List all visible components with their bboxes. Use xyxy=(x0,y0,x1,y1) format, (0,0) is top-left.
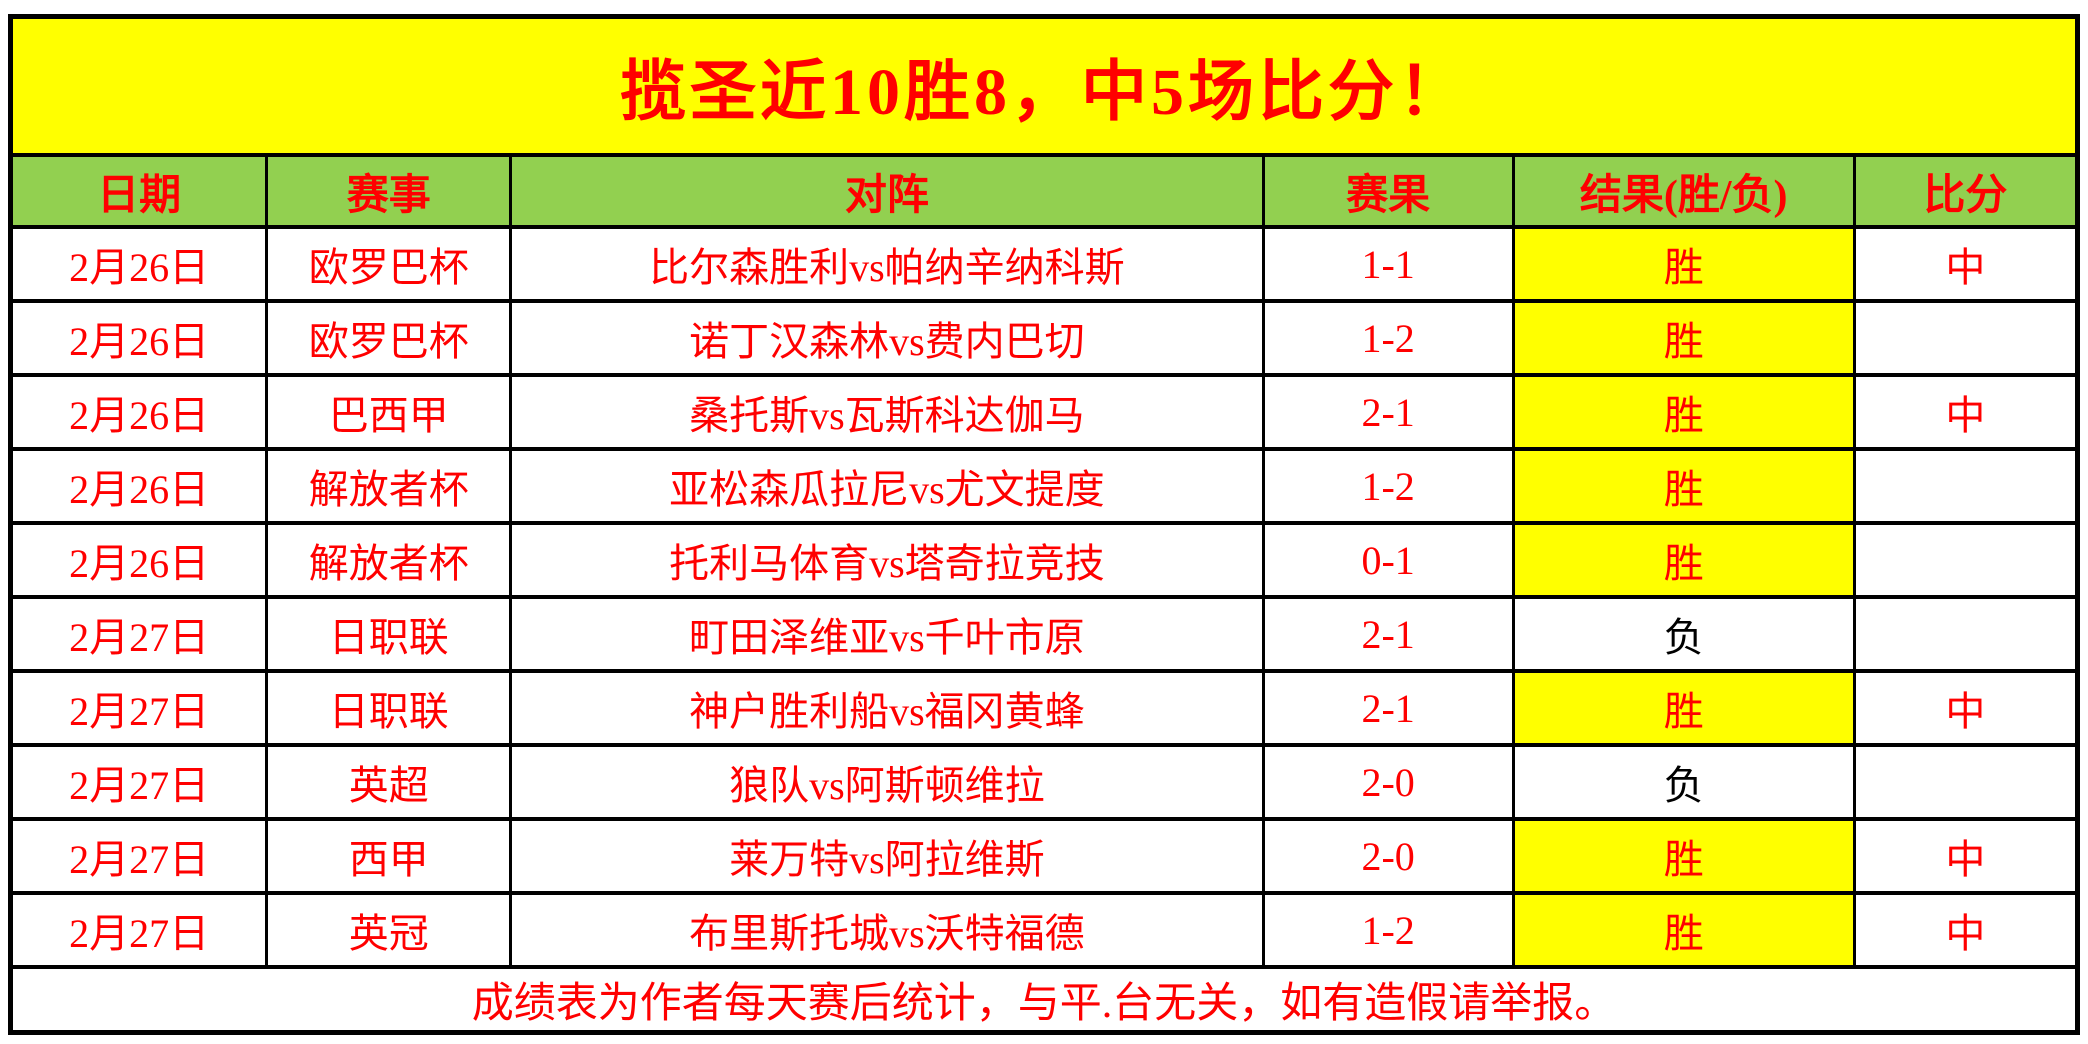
cell-hit: 中 xyxy=(1852,669,2080,747)
cell-result: 负 xyxy=(1511,595,1856,673)
cell-match: 町田泽维亚vs千叶市原 xyxy=(509,595,1265,673)
cell-date: 2月27日 xyxy=(8,743,269,821)
cell-league: 西甲 xyxy=(265,817,513,895)
table-row: 2月26日 解放者杯 托利马体育vs塔奇拉竞技 0-1 胜 xyxy=(8,521,2080,599)
cell-hit xyxy=(1852,299,2080,377)
cell-score: 0-1 xyxy=(1261,521,1515,599)
cell-league: 解放者杯 xyxy=(265,447,513,525)
footer-row: 成绩表为作者每天赛后统计，与平.台无关，如有造假请举报。 xyxy=(9,965,2079,1035)
cell-date: 2月26日 xyxy=(8,373,269,451)
table-row: 2月27日 日职联 町田泽维亚vs千叶市原 2-1 负 xyxy=(8,595,2080,673)
cell-match: 比尔森胜利vs帕纳辛纳科斯 xyxy=(509,225,1265,303)
cell-match: 托利马体育vs塔奇拉竞技 xyxy=(509,521,1265,599)
cell-result: 胜 xyxy=(1511,521,1856,599)
results-sheet: 揽圣近10胜8，中5场比分！ 日期 赛事 对阵 赛果 结果(胜/负) 比分 2月… xyxy=(8,14,2080,1035)
header-score: 赛果 xyxy=(1261,153,1515,229)
cell-score: 1-2 xyxy=(1261,447,1515,525)
cell-result: 胜 xyxy=(1511,817,1856,895)
cell-league: 日职联 xyxy=(265,669,513,747)
cell-league: 日职联 xyxy=(265,595,513,673)
header-date: 日期 xyxy=(8,153,269,229)
cell-hit: 中 xyxy=(1852,225,2080,303)
cell-league: 欧罗巴杯 xyxy=(265,299,513,377)
cell-result: 胜 xyxy=(1511,299,1856,377)
table-row: 2月26日 解放者杯 亚松森瓜拉尼vs尤文提度 1-2 胜 xyxy=(8,447,2080,525)
cell-date: 2月26日 xyxy=(8,447,269,525)
cell-result: 胜 xyxy=(1511,373,1856,451)
cell-score: 1-2 xyxy=(1261,891,1515,969)
cell-match: 莱万特vs阿拉维斯 xyxy=(509,817,1265,895)
cell-hit: 中 xyxy=(1852,891,2080,969)
cell-date: 2月27日 xyxy=(8,891,269,969)
cell-result: 胜 xyxy=(1511,225,1856,303)
cell-date: 2月27日 xyxy=(8,817,269,895)
cell-league: 英超 xyxy=(265,743,513,821)
cell-score: 2-1 xyxy=(1261,595,1515,673)
cell-result: 胜 xyxy=(1511,669,1856,747)
cell-match: 狼队vs阿斯顿维拉 xyxy=(509,743,1265,821)
table-row: 2月26日 欧罗巴杯 诺丁汉森林vs费内巴切 1-2 胜 xyxy=(8,299,2080,377)
table-row: 2月26日 欧罗巴杯 比尔森胜利vs帕纳辛纳科斯 1-1 胜 中 xyxy=(8,225,2080,303)
cell-league: 巴西甲 xyxy=(265,373,513,451)
cell-match: 诺丁汉森林vs费内巴切 xyxy=(509,299,1265,377)
cell-result: 胜 xyxy=(1511,447,1856,525)
header-league: 赛事 xyxy=(265,153,513,229)
table-row: 2月27日 英冠 布里斯托城vs沃特福德 1-2 胜 中 xyxy=(8,891,2080,969)
cell-score: 2-0 xyxy=(1261,817,1515,895)
cell-match: 亚松森瓜拉尼vs尤文提度 xyxy=(509,447,1265,525)
cell-league: 欧罗巴杯 xyxy=(265,225,513,303)
header-match: 对阵 xyxy=(509,153,1265,229)
cell-hit: 中 xyxy=(1852,373,2080,451)
table-row: 2月27日 日职联 神户胜利船vs福冈黄蜂 2-1 胜 中 xyxy=(8,669,2080,747)
page-title: 揽圣近10胜8，中5场比分！ xyxy=(9,14,2079,157)
title-banner-row: 揽圣近10胜8，中5场比分！ xyxy=(9,14,2079,157)
table-row: 2月27日 西甲 莱万特vs阿拉维斯 2-0 胜 中 xyxy=(8,817,2080,895)
results-table: 揽圣近10胜8，中5场比分！ 日期 赛事 对阵 赛果 结果(胜/负) 比分 2月… xyxy=(8,14,2080,1035)
cell-result: 负 xyxy=(1511,743,1856,821)
cell-date: 2月26日 xyxy=(8,225,269,303)
cell-score: 1-2 xyxy=(1261,299,1515,377)
header-result: 结果(胜/负) xyxy=(1511,153,1856,229)
cell-date: 2月26日 xyxy=(8,299,269,377)
cell-score: 2-1 xyxy=(1261,669,1515,747)
footer-disclaimer: 成绩表为作者每天赛后统计，与平.台无关，如有造假请举报。 xyxy=(9,965,2079,1035)
cell-hit xyxy=(1852,743,2080,821)
cell-hit: 中 xyxy=(1852,817,2080,895)
cell-hit xyxy=(1852,595,2080,673)
cell-date: 2月27日 xyxy=(8,669,269,747)
cell-result: 胜 xyxy=(1511,891,1856,969)
cell-match: 布里斯托城vs沃特福德 xyxy=(509,891,1265,969)
cell-league: 英冠 xyxy=(265,891,513,969)
cell-date: 2月27日 xyxy=(8,595,269,673)
cell-date: 2月26日 xyxy=(8,521,269,599)
cell-score: 2-1 xyxy=(1261,373,1515,451)
cell-hit xyxy=(1852,447,2080,525)
cell-match: 桑托斯vs瓦斯科达伽马 xyxy=(509,373,1265,451)
table-row: 2月26日 巴西甲 桑托斯vs瓦斯科达伽马 2-1 胜 中 xyxy=(8,373,2080,451)
cell-league: 解放者杯 xyxy=(265,521,513,599)
cell-score: 2-0 xyxy=(1261,743,1515,821)
cell-hit xyxy=(1852,521,2080,599)
header-hit: 比分 xyxy=(1852,153,2080,229)
cell-score: 1-1 xyxy=(1261,225,1515,303)
cell-match: 神户胜利船vs福冈黄蜂 xyxy=(509,669,1265,747)
table-row: 2月27日 英超 狼队vs阿斯顿维拉 2-0 负 xyxy=(8,743,2080,821)
header-row: 日期 赛事 对阵 赛果 结果(胜/负) 比分 xyxy=(8,153,2080,229)
